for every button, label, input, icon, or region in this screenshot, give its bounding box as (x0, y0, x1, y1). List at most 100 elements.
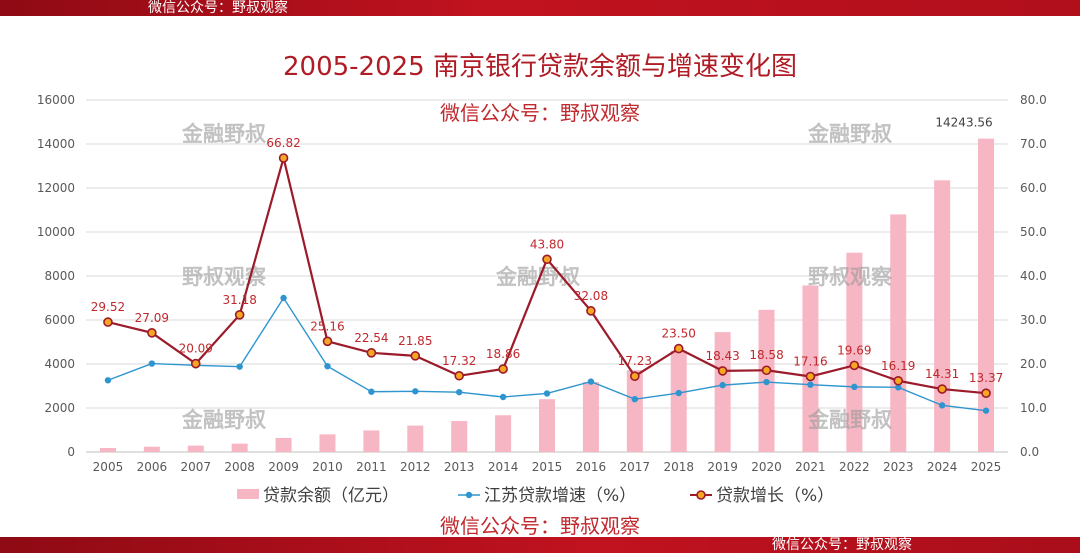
bar-data-label: 14243.56 (935, 116, 992, 130)
jiangsu-growth-point (499, 393, 507, 401)
loan-growth-data-label: 21.85 (398, 334, 432, 348)
loan-growth-point (410, 351, 421, 361)
x-tick-label: 2016 (576, 460, 607, 474)
jiangsu-growth-point (236, 363, 243, 370)
loan-growth-point (893, 375, 904, 386)
y-right-tick-label: 70.0 (1020, 137, 1047, 151)
jiangsu-growth-point (280, 294, 287, 302)
loan-growth-data-label: 66.82 (266, 136, 300, 150)
loan-growth-point (366, 348, 377, 358)
bar-2007 (187, 445, 204, 452)
loan-growth-point (103, 317, 113, 327)
loan-growth-data-label: 25.16 (310, 319, 344, 333)
watermark-yeshu: 野叔观察 (808, 265, 893, 289)
jiangsu-growth-point (324, 363, 331, 370)
watermark-center-top: 微信公众号：野叔观察 (440, 101, 640, 125)
legend-jiangsu-swatch-dot (465, 491, 473, 499)
bar-2018 (670, 350, 687, 452)
bottom-band-text: 微信公众号：野叔观察 (772, 537, 912, 553)
bar-2013 (451, 420, 468, 452)
y-right-tick-label: 50.0 (1020, 225, 1047, 239)
jiangsu-growth-point (895, 384, 902, 391)
loan-growth-point (805, 371, 816, 382)
y-left-tick-label: 8000 (44, 269, 75, 283)
loan-growth-data-label: 14.31 (925, 367, 959, 381)
loan-growth-point (586, 306, 596, 316)
loan-growth-data-label: 17.16 (793, 354, 827, 368)
bar-2011 (363, 430, 380, 452)
loan-growth-data-label: 18.43 (705, 349, 739, 363)
x-tick-label: 2021 (795, 460, 826, 474)
x-tick-label: 2015 (532, 460, 563, 474)
jiangsu-growth-point (104, 377, 112, 384)
loan-growth-point (673, 343, 684, 354)
watermark-jinrong: 金融野叔 (181, 122, 267, 146)
x-tick-label: 2019 (707, 460, 738, 474)
jiangsu-growth-point (368, 388, 375, 395)
loan-growth-data-label: 17.32 (442, 354, 476, 368)
loan-growth-point (147, 328, 157, 338)
x-tick-label: 2025 (971, 460, 1002, 474)
x-tick-label: 2005 (93, 460, 124, 474)
x-tick-label: 2023 (883, 460, 914, 474)
loan-growth-data-label: 31.18 (222, 293, 256, 307)
y-right-tick-label: 80.0 (1020, 93, 1047, 107)
jiangsu-growth-point (719, 381, 726, 389)
y-right-tick-label: 30.0 (1020, 313, 1047, 327)
legend-bar-label: 贷款余额（亿元） (263, 486, 399, 506)
y-left-tick-label: 12000 (37, 181, 75, 195)
loan-growth-data-label: 22.54 (354, 331, 388, 345)
legend-bar-swatch (237, 489, 259, 499)
y-right-tick-label: 10.0 (1020, 401, 1047, 415)
jiangsu-growth-point (587, 378, 595, 385)
watermark-jinrong: 金融野叔 (181, 408, 267, 432)
legend-loan-label: 贷款增长（%） (716, 486, 834, 506)
bar-2006 (143, 446, 160, 452)
loan-growth-point (454, 370, 464, 381)
y-right-tick-label: 0.0 (1020, 445, 1039, 459)
bar-2014 (495, 415, 512, 452)
loan-growth-point (234, 310, 245, 320)
loan-growth-data-label: 32.08 (574, 289, 608, 303)
loan-growth-point (322, 336, 333, 347)
bar-2012 (407, 425, 424, 452)
y-left-tick-label: 0 (67, 445, 75, 459)
loan-growth-point (981, 388, 991, 398)
legend-jiangsu-label: 江苏贷款增速（%） (484, 486, 636, 506)
x-tick-label: 2024 (927, 460, 958, 474)
jiangsu-growth-point (148, 360, 156, 367)
loan-growth-point (849, 360, 860, 371)
x-tick-label: 2006 (137, 460, 168, 474)
legend-loan-swatch-dot (696, 490, 706, 500)
y-left-tick-label: 2000 (44, 401, 75, 415)
watermark-yeshu: 野叔观察 (182, 265, 267, 289)
jiangsu-growth-point (543, 390, 551, 397)
loan-growth-data-label: 18.58 (749, 348, 783, 362)
loan-growth-point (498, 364, 508, 374)
loan-growth-data-label: 29.52 (91, 300, 125, 314)
jiangsu-growth-point (455, 388, 463, 396)
bar-2008 (231, 443, 248, 452)
x-tick-label: 2022 (839, 460, 870, 474)
loan-growth-data-label: 16.19 (881, 359, 915, 373)
y-left-tick-label: 6000 (44, 313, 75, 327)
chart-title: 2005-2025 南京银行贷款余额与增速变化图 (283, 52, 797, 82)
loan-growth-point (717, 366, 728, 376)
x-tick-label: 2014 (488, 460, 519, 474)
loan-growth-point (190, 358, 201, 369)
jiangsu-growth-point (851, 383, 858, 391)
x-tick-label: 2012 (400, 460, 431, 474)
x-tick-label: 2018 (663, 460, 694, 474)
loan-growth-point (278, 153, 289, 163)
jiangsu-growth-point (675, 389, 682, 397)
watermark-jinrong: 金融野叔 (807, 122, 893, 146)
x-tick-label: 2008 (224, 460, 255, 474)
bar-2023 (890, 214, 907, 452)
jiangsu-growth-point (763, 378, 770, 386)
y-right-tick-label: 20.0 (1020, 357, 1047, 371)
y-left-tick-label: 14000 (37, 137, 75, 151)
jiangsu-growth-point (807, 381, 814, 388)
bar-2005 (99, 448, 116, 452)
bar-2025 (978, 138, 995, 453)
bar-2024 (934, 180, 951, 453)
